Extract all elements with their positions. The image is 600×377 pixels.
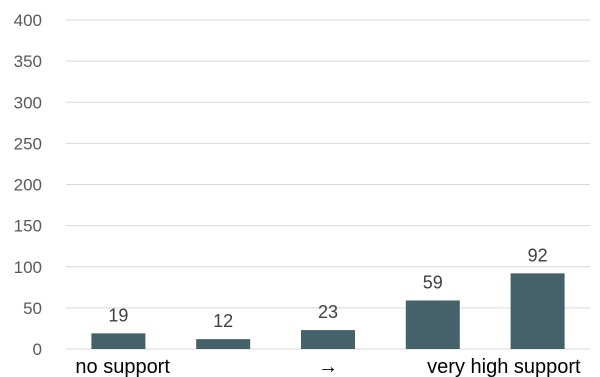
bar (196, 339, 251, 349)
y-tick-label: 300 (14, 93, 42, 112)
x-category-label: very high support (427, 356, 581, 377)
data-label: 19 (108, 305, 128, 325)
bar (510, 273, 565, 349)
y-tick-label: 400 (14, 11, 42, 30)
bars (91, 273, 565, 349)
y-tick-label: 0 (33, 340, 42, 359)
y-tick-label: 250 (14, 134, 42, 153)
bar (301, 330, 355, 349)
data-label: 92 (528, 245, 548, 265)
data-label: 59 (423, 272, 443, 292)
bar (91, 333, 146, 349)
y-tick-label: 350 (14, 52, 42, 71)
bar (405, 300, 460, 349)
y-tick-label: 100 (14, 258, 42, 277)
y-tick-label: 150 (14, 217, 42, 236)
gridlines (66, 19, 590, 350)
y-axis-ticks: 0 50 100 150 200 250 300 350 400 (14, 11, 42, 359)
y-tick-label: 200 (14, 176, 42, 195)
x-category-label: → (318, 356, 338, 377)
y-tick-label: 50 (23, 299, 42, 318)
data-label: 12 (213, 311, 233, 331)
data-label: 23 (318, 302, 338, 322)
x-axis-labels: no support → very high support (75, 356, 581, 377)
data-labels: 19 12 23 59 92 (108, 245, 547, 331)
x-category-label: no support (75, 356, 170, 377)
